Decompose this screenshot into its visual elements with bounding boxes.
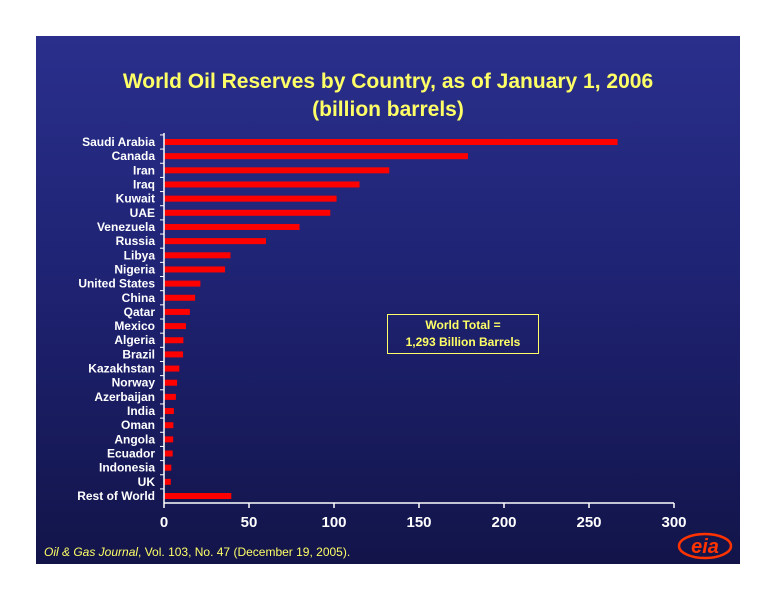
world-total-annotation: World Total = 1,293 Billion Barrels bbox=[387, 314, 539, 354]
x-tick-label-150: 150 bbox=[406, 514, 431, 531]
bar-uk bbox=[164, 478, 171, 485]
category-label-angola: Angola bbox=[114, 432, 155, 446]
category-label-china: China bbox=[122, 291, 156, 305]
category-label-saudi-arabia: Saudi Arabia bbox=[82, 135, 155, 149]
x-tick-label-250: 250 bbox=[576, 514, 601, 531]
bar-angola bbox=[164, 436, 174, 443]
bar-nigeria bbox=[164, 266, 226, 273]
category-label-united-states: United States bbox=[78, 277, 155, 291]
world-total-line1: World Total = bbox=[425, 318, 501, 332]
category-label-indonesia: Indonesia bbox=[99, 461, 155, 475]
category-label-norway: Norway bbox=[112, 376, 156, 390]
slide-background: World Oil Reserves by Country, as of Jan… bbox=[36, 36, 740, 564]
bar-china bbox=[164, 294, 196, 301]
bar-libya bbox=[164, 252, 231, 259]
x-tick-label-200: 200 bbox=[491, 514, 516, 531]
category-label-uk: UK bbox=[138, 475, 156, 489]
bar-chart: Saudi ArabiaCanadaIranIraqKuwaitUAEVenez… bbox=[77, 133, 687, 531]
category-label-iraq: Iraq bbox=[133, 177, 155, 191]
category-label-algeria: Algeria bbox=[114, 333, 155, 347]
eia-logo: eia bbox=[677, 532, 733, 560]
category-label-libya: Libya bbox=[124, 248, 156, 262]
source-citation: Oil & Gas Journal, Vol. 103, No. 47 (Dec… bbox=[44, 545, 350, 559]
category-label-oman: Oman bbox=[121, 418, 155, 432]
category-label-qatar: Qatar bbox=[124, 305, 156, 319]
category-label-uae: UAE bbox=[130, 206, 155, 220]
tick-labels-group: 0 50 100 150 200 250 300 bbox=[160, 514, 687, 531]
category-label-india: India bbox=[127, 404, 155, 418]
bars-group bbox=[164, 139, 618, 499]
category-labels-group: Saudi ArabiaCanadaIranIraqKuwaitUAEVenez… bbox=[77, 135, 155, 503]
source-details: , Vol. 103, No. 47 (December 19, 2005). bbox=[138, 545, 351, 559]
bar-saudi-arabia bbox=[164, 139, 618, 145]
x-tick-label-100: 100 bbox=[321, 514, 346, 531]
bar-brazil bbox=[164, 351, 184, 358]
bar-united-states bbox=[164, 280, 201, 287]
chart-title: World Oil Reserves by Country, as of Jan… bbox=[122, 70, 654, 93]
bar-indonesia bbox=[164, 464, 172, 471]
bar-canada bbox=[164, 153, 468, 160]
bar-oman bbox=[164, 422, 174, 429]
category-label-russia: Russia bbox=[116, 234, 156, 248]
bar-venezuela bbox=[164, 223, 300, 230]
category-label-brazil: Brazil bbox=[122, 347, 155, 361]
bar-azerbaijan bbox=[164, 393, 176, 400]
bar-mexico bbox=[164, 323, 186, 330]
bar-russia bbox=[164, 238, 266, 245]
bar-uae bbox=[164, 209, 331, 216]
chart-subtitle: (billion barrels) bbox=[312, 98, 464, 121]
category-label-kuwait: Kuwait bbox=[116, 192, 155, 206]
category-label-mexico: Mexico bbox=[114, 319, 155, 333]
source-journal: Oil & Gas Journal bbox=[44, 545, 139, 559]
bar-rest-of-world bbox=[164, 493, 232, 499]
bar-kuwait bbox=[164, 195, 337, 202]
bar-algeria bbox=[164, 337, 184, 344]
bar-kazakhstan bbox=[164, 365, 180, 372]
bar-ecuador bbox=[164, 450, 173, 457]
category-label-venezuela: Venezuela bbox=[97, 220, 155, 234]
eia-logo-ring bbox=[677, 532, 733, 560]
category-label-ecuador: Ecuador bbox=[107, 447, 155, 461]
bar-iraq bbox=[164, 181, 360, 188]
x-tick-label-300: 300 bbox=[661, 514, 686, 531]
category-label-azerbaijan: Azerbaijan bbox=[94, 390, 155, 404]
category-label-iran: Iran bbox=[133, 163, 155, 177]
category-label-nigeria: Nigeria bbox=[114, 262, 155, 276]
axes-group bbox=[160, 133, 675, 508]
bar-iran bbox=[164, 167, 390, 174]
bar-norway bbox=[164, 379, 178, 386]
category-label-kazakhstan: Kazakhstan bbox=[88, 362, 155, 376]
category-label-rest-of-world: Rest of World bbox=[77, 489, 155, 503]
bar-india bbox=[164, 408, 174, 415]
eia-logo-text: eia bbox=[691, 536, 719, 558]
world-total-line2: 1,293 Billion Barrels bbox=[405, 335, 521, 349]
x-tick-label-0: 0 bbox=[160, 514, 168, 531]
category-label-canada: Canada bbox=[112, 149, 156, 163]
x-tick-label-50: 50 bbox=[241, 514, 258, 531]
bar-qatar bbox=[164, 308, 190, 315]
